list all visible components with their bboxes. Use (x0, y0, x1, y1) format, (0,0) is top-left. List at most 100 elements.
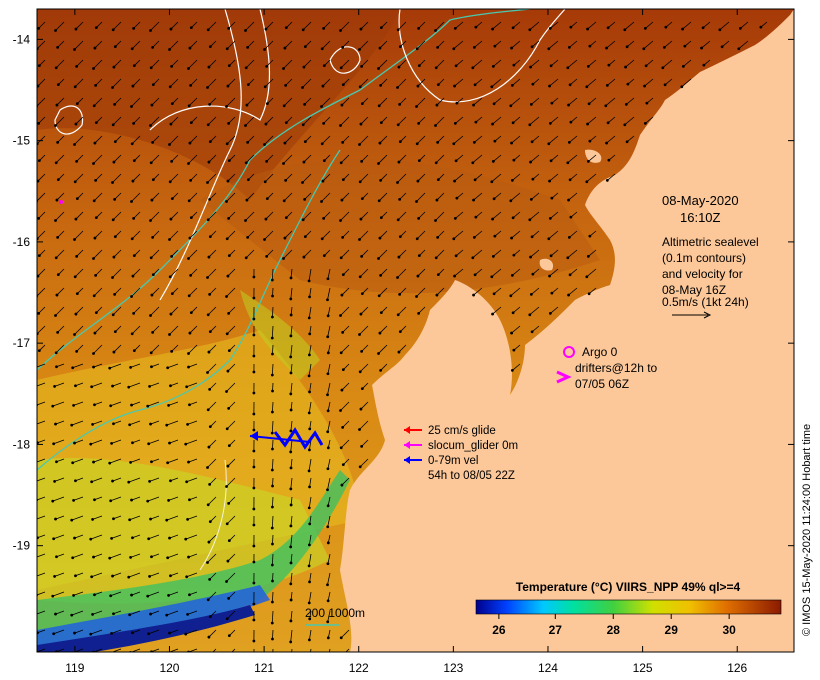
velocity-vector (290, 610, 293, 621)
velocity-vector-head (417, 311, 421, 315)
velocity-vector-head (642, 47, 646, 51)
velocity-vector-head (189, 178, 193, 182)
velocity-vector-head (130, 200, 133, 203)
velocity-vector-head (167, 499, 171, 502)
velocity-vector-head (512, 63, 516, 67)
velocity-vector-head (360, 292, 364, 296)
velocity-vector (271, 268, 274, 281)
argo-legend: Argo 0 drifters@12h to 07/05 06Z (556, 345, 658, 391)
velocity-vector-head (206, 656, 209, 659)
velocity-vector (399, 192, 407, 200)
velocity-vector-head (289, 487, 293, 491)
velocity-vector-head (186, 423, 190, 426)
velocity-vector (207, 306, 217, 316)
velocity-vector (55, 59, 65, 69)
velocity-vector (38, 211, 46, 219)
velocity-vector (152, 40, 160, 48)
velocity-vector (94, 40, 103, 49)
velocity-vector (52, 496, 65, 502)
velocity-vector-head (360, 159, 364, 163)
velocity-vector-head (586, 160, 590, 163)
velocity-vector-head (246, 235, 250, 239)
velocity-vector-head (359, 217, 363, 221)
velocity-vector (398, 154, 407, 163)
velocity-vector-head (396, 313, 400, 317)
velocity-vector (168, 496, 179, 501)
velocity-vector-head (664, 25, 668, 29)
velocity-vector-head (377, 67, 380, 70)
velocity-vector-head (151, 140, 155, 144)
velocity-vector (340, 59, 350, 69)
velocity-vector-head (168, 275, 172, 279)
velocity-vector-head (227, 121, 231, 125)
velocity-vector (133, 211, 141, 219)
velocity-vector-head (110, 537, 114, 540)
velocity-vector (37, 97, 46, 107)
velocity-vector (95, 173, 103, 181)
velocity-vector (131, 230, 141, 240)
velocity-vector-head (720, 45, 724, 49)
velocity-vector-head (452, 237, 456, 241)
velocity-vector-head (169, 217, 173, 221)
velocity-vector-head (282, 257, 285, 260)
velocity-vector (511, 325, 521, 334)
velocity-vector-head (397, 255, 401, 259)
velocity-vector-head (326, 488, 329, 492)
velocity-vector-head (54, 517, 57, 521)
velocity-vector (190, 173, 198, 181)
velocity-vector (207, 591, 217, 601)
velocity-vector (150, 610, 160, 615)
velocity-vector-head (681, 65, 685, 68)
velocity-vector-head (132, 216, 136, 220)
velocity-vector-head (131, 536, 134, 540)
velocity-vector (227, 458, 236, 467)
velocity-vector-head (472, 236, 476, 239)
velocity-vector (455, 249, 464, 257)
velocity-vector (245, 116, 255, 126)
velocity-vector (548, 135, 559, 145)
velocity-vector (588, 59, 597, 67)
velocity-vector-head (301, 123, 305, 127)
velocity-vector-head (244, 161, 248, 165)
velocity-vector (226, 420, 236, 430)
velocity-vector (455, 154, 464, 162)
velocity-vector (327, 306, 331, 316)
velocity-vector (340, 154, 350, 164)
velocity-vector-head (396, 28, 400, 32)
velocity-vector-head (227, 501, 231, 505)
velocity-vector-head (206, 503, 210, 507)
velocity-vector (398, 344, 407, 353)
velocity-vector-head (206, 218, 210, 222)
velocity-vector (453, 230, 464, 240)
velocity-vector (474, 135, 483, 143)
velocity-vector-head (226, 274, 230, 278)
velocity-vector-head (188, 498, 191, 502)
altimetry-line: Altimetric sealevel (662, 235, 759, 249)
velocity-vector-head (151, 45, 155, 49)
float-marker (59, 200, 63, 204)
velocity-vector-head (265, 159, 269, 163)
velocity-vector-head (301, 28, 305, 32)
velocity-vector-head (32, 386, 35, 389)
velocity-vector (112, 382, 122, 387)
velocity-vector (93, 344, 103, 354)
velocity-vector-head (340, 103, 344, 107)
velocity-vector (37, 420, 46, 425)
velocity-vector-head (379, 178, 383, 182)
velocity-vector (531, 192, 540, 200)
velocity-vector (283, 154, 293, 164)
velocity-vector (304, 97, 312, 105)
velocity-vector (94, 325, 103, 334)
velocity-vector (530, 249, 540, 258)
velocity-vector (169, 534, 179, 539)
velocity-vector (302, 173, 312, 183)
velocity-vector (435, 154, 445, 164)
velocity-vector-head (270, 505, 274, 509)
velocity-vector-head (244, 29, 247, 32)
velocity-vector (290, 439, 293, 452)
lat-tick-label: -15 (13, 134, 31, 148)
velocity-vector-head (166, 366, 170, 370)
velocity-vector-head (92, 162, 95, 165)
velocity-vector-head (492, 197, 496, 201)
velocity-vector-head (54, 219, 57, 222)
